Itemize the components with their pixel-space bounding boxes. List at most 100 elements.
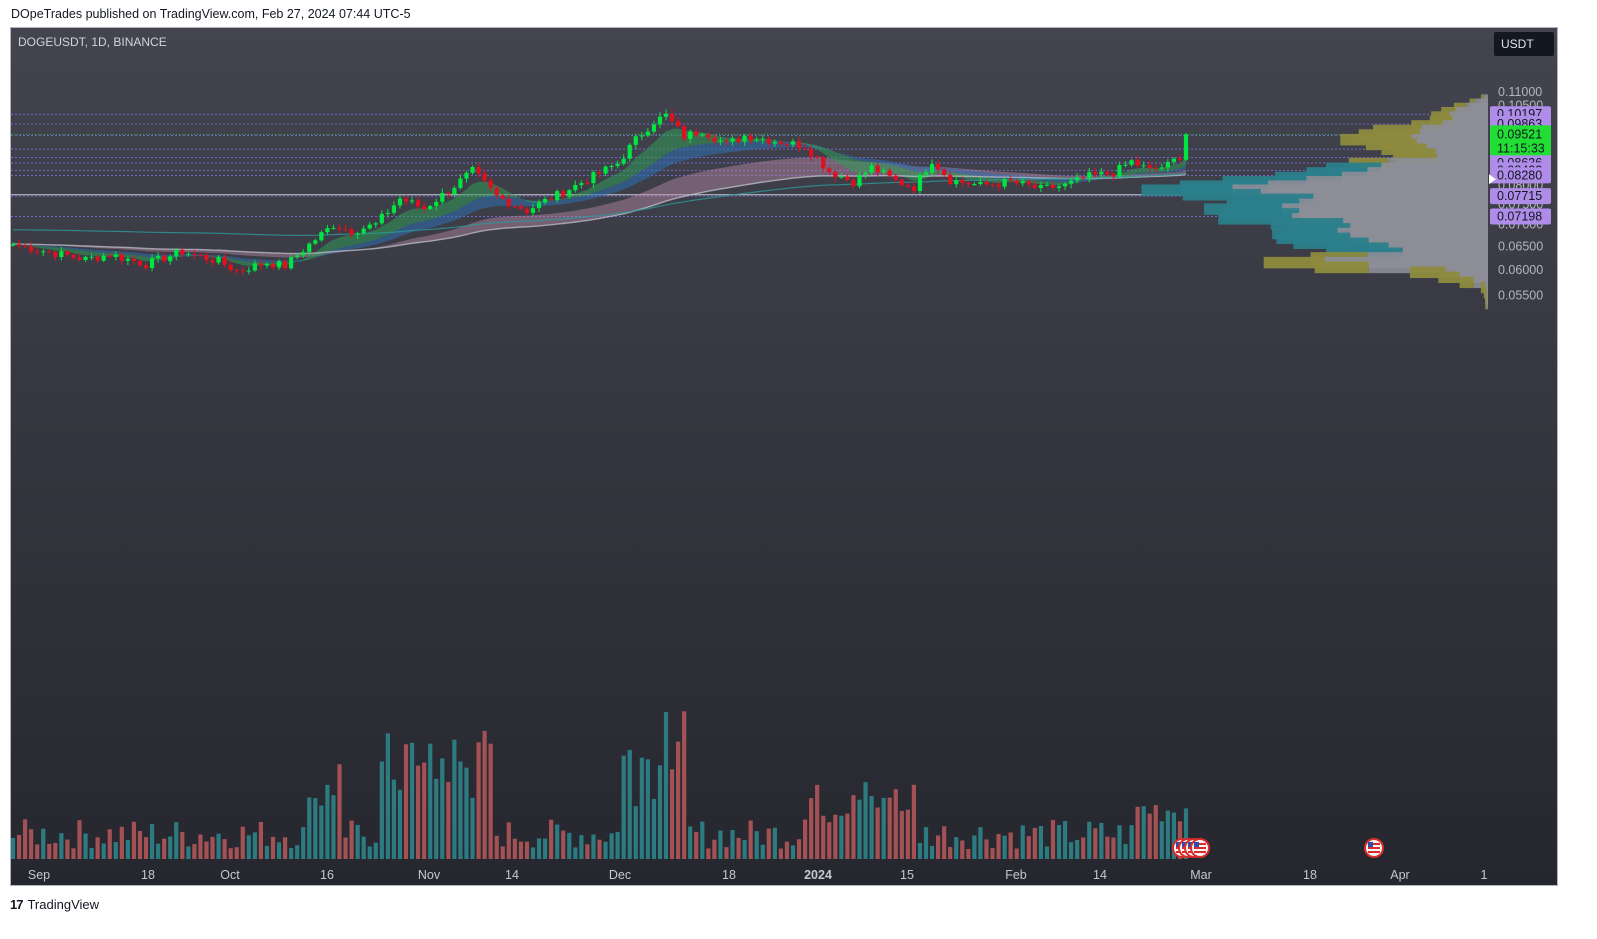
candle-body: [143, 265, 149, 269]
candle-body: [633, 136, 638, 145]
candle-body: [1165, 161, 1170, 168]
volume-bar: [252, 832, 257, 859]
volume-bar: [409, 742, 415, 859]
volume-bar: [1014, 848, 1019, 859]
candle-body: [542, 198, 548, 203]
candle-body: [990, 184, 995, 186]
volume-bar: [923, 827, 929, 859]
volume-bar: [978, 827, 983, 859]
candle-body: [851, 179, 856, 187]
us-flag-icon[interactable]: [1190, 838, 1210, 858]
volume-bar: [276, 842, 282, 859]
flag-canton: [1368, 842, 1373, 847]
vp-row-up: [1485, 297, 1487, 310]
candle-body: [1014, 180, 1019, 184]
candle-body: [827, 168, 832, 172]
volume-bar: [113, 842, 118, 859]
candle-body: [337, 227, 342, 230]
candle-body: [440, 193, 445, 202]
volume-bar: [706, 848, 711, 859]
candle-body: [960, 180, 965, 183]
candle-body: [954, 180, 959, 185]
candle-body: [258, 263, 264, 266]
volume-bar: [1123, 843, 1128, 859]
volume-bar: [198, 834, 203, 859]
volume-bar: [942, 826, 947, 859]
candle-body: [585, 183, 590, 185]
candle-body: [307, 243, 312, 253]
candle-body: [1117, 164, 1122, 177]
volume-bar: [162, 838, 167, 859]
candle-body: [301, 252, 306, 256]
candle-body: [149, 258, 155, 269]
level-price-tag-box: [1490, 208, 1551, 225]
volume-bar: [754, 831, 759, 859]
candle-body: [573, 184, 578, 191]
candle-body: [1099, 171, 1104, 175]
tradingview-logo-icon: 17: [10, 897, 24, 912]
candle-body: [609, 165, 614, 167]
time-tick-label: Dec: [609, 868, 631, 882]
ema-ribbons: [13, 128, 1187, 267]
chart-canvas[interactable]: 0.110000.105000.100000.095000.090000.085…: [11, 28, 1558, 886]
time-tick-label: Sep: [28, 868, 50, 882]
time-tick-label: 2024: [804, 868, 832, 882]
volume-bar: [192, 844, 197, 859]
volume-bar: [633, 806, 638, 859]
volume-bar: [657, 765, 663, 859]
volume-bar: [59, 833, 64, 859]
candle-body: [772, 142, 777, 144]
candle-body: [536, 202, 542, 209]
us-flag-icon[interactable]: [1364, 838, 1384, 858]
volume-bar: [585, 844, 590, 859]
candle-body: [446, 193, 451, 195]
candle-body: [736, 138, 741, 142]
candle-body: [11, 244, 16, 246]
volume-bar: [307, 797, 312, 859]
candle-body: [276, 261, 282, 268]
volume-bar: [905, 809, 910, 859]
volume-bar: [428, 743, 433, 859]
volume-bar: [506, 822, 511, 859]
volume-bar: [494, 835, 499, 859]
vp-row-up: [1409, 266, 1446, 279]
volume-bar: [204, 841, 209, 859]
volume-bar: [815, 784, 820, 859]
volume-bar: [53, 842, 58, 859]
candle-body: [748, 135, 753, 141]
volume-bar: [948, 846, 953, 859]
volume-bar: [476, 742, 481, 859]
brand-label: TradingView: [27, 897, 100, 912]
candle-body: [295, 255, 300, 258]
volume-bar: [567, 832, 572, 859]
candle-body: [180, 249, 185, 255]
volume-bar: [524, 841, 530, 859]
candle-body: [657, 116, 663, 125]
volume-bar: [391, 779, 397, 859]
candle-body: [204, 254, 209, 260]
candle-body: [1002, 179, 1007, 187]
candle-body: [367, 224, 372, 229]
candle-body: [22, 245, 28, 247]
volume-bar: [131, 821, 137, 859]
chart-pane[interactable]: 0.110000.105000.100000.095000.090000.085…: [10, 27, 1558, 886]
candle-body: [29, 246, 34, 252]
symbol-label[interactable]: DOGEUSDT, 1D, BINANCE: [18, 35, 167, 49]
volume-bar: [500, 846, 505, 859]
volume-bar: [760, 844, 765, 859]
volume-bar: [1008, 832, 1013, 859]
candle-body: [1044, 184, 1050, 186]
volume-bar: [1147, 813, 1152, 859]
currency-button[interactable]: USDT: [1494, 32, 1554, 56]
flag-stripe: [1368, 843, 1380, 845]
volume-bar: [603, 841, 608, 859]
volume-bar: [119, 826, 124, 859]
volume-bar: [1044, 846, 1050, 859]
candle-body: [391, 205, 397, 213]
candles: [11, 109, 1189, 275]
volume-bar: [536, 838, 542, 859]
candle-body: [264, 263, 270, 266]
volume-bar: [742, 840, 747, 859]
volume-bar: [1081, 837, 1086, 859]
candle-body: [972, 183, 977, 185]
